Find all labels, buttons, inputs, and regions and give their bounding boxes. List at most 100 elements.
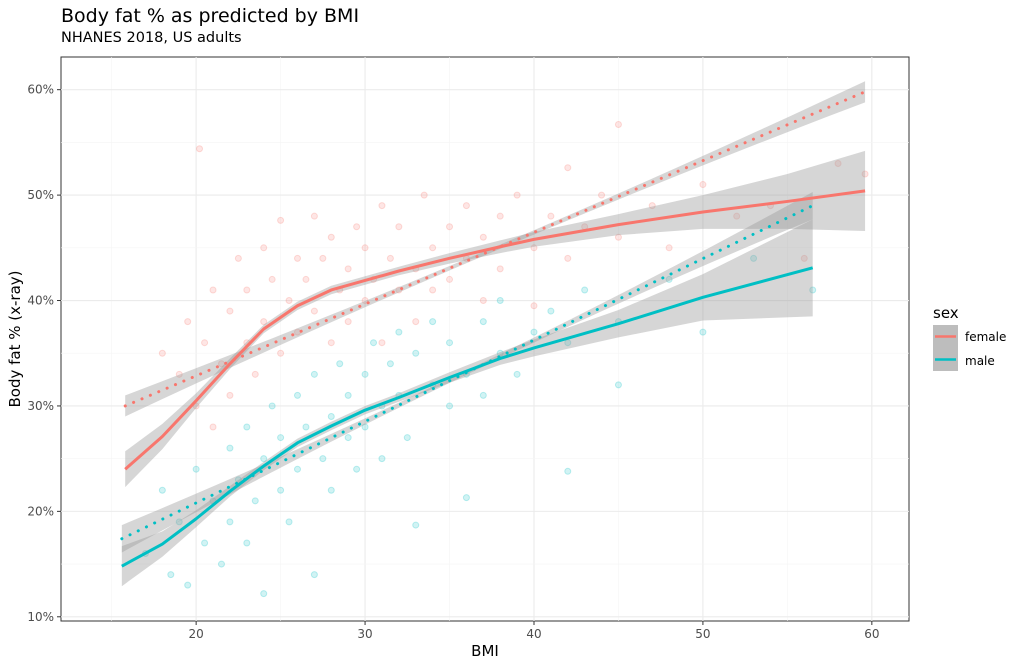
point-female [310, 212, 318, 220]
loess-fit-female [124, 189, 866, 471]
point-female [614, 120, 622, 128]
point-female [530, 244, 538, 252]
legend-label-male: male [965, 354, 995, 368]
point-female [353, 223, 361, 231]
point-female [479, 233, 487, 241]
point-male [378, 455, 386, 463]
point-female [462, 202, 470, 210]
point-male [251, 497, 259, 505]
point-male [268, 402, 276, 410]
point-female [310, 307, 318, 315]
point-female [378, 202, 386, 210]
point-male [234, 476, 242, 484]
point-male [302, 423, 310, 431]
point-male [260, 455, 268, 463]
point-male [319, 455, 327, 463]
x-tick-label: 30 [357, 627, 372, 641]
point-female [277, 349, 285, 357]
point-male [243, 423, 251, 431]
legend-label-female: female [965, 330, 1006, 344]
y-tick-label: 60% [27, 83, 54, 97]
point-female [378, 339, 386, 347]
point-male [167, 571, 175, 579]
point-female [361, 297, 369, 305]
point-male [581, 286, 589, 294]
point-female [319, 254, 327, 262]
point-female [251, 370, 259, 378]
point-female [175, 370, 183, 378]
point-female [386, 254, 394, 262]
point-female [196, 145, 204, 153]
point-male [496, 297, 504, 305]
point-male [175, 518, 183, 526]
x-tick-label: 20 [188, 627, 203, 641]
point-female [598, 191, 606, 199]
point-male [184, 581, 192, 589]
point-male [293, 465, 301, 473]
point-female [209, 286, 217, 294]
point-male [479, 391, 487, 399]
point-female [226, 307, 234, 315]
point-female [429, 244, 437, 252]
y-tick-label: 10% [27, 610, 54, 624]
point-female [496, 212, 504, 220]
point-female [420, 191, 428, 199]
point-male [462, 494, 470, 502]
x-axis-label: BMI [471, 642, 499, 660]
point-male [293, 391, 301, 399]
point-male [285, 518, 293, 526]
point-female [564, 254, 572, 262]
point-female [226, 391, 234, 399]
point-female [446, 275, 454, 283]
point-male [530, 328, 538, 336]
y-tick-label: 50% [27, 188, 54, 202]
point-female [243, 286, 251, 294]
point-female [327, 339, 335, 347]
point-male [395, 328, 403, 336]
point-male [336, 360, 344, 368]
legend: sex female male [933, 304, 1006, 371]
chart-title: Body fat % as predicted by BMI [61, 5, 360, 27]
point-female [268, 275, 276, 283]
point-male [201, 539, 209, 547]
loess-band-female [125, 150, 866, 488]
point-female [564, 164, 572, 172]
point-female [293, 254, 301, 262]
point-male [361, 423, 369, 431]
point-male [158, 486, 166, 494]
loess-fit-male [121, 266, 814, 568]
point-male [547, 307, 555, 315]
point-female [479, 297, 487, 305]
point-female [699, 181, 707, 189]
point-male [614, 381, 622, 389]
point-female [395, 223, 403, 231]
point-female [184, 318, 192, 326]
point-female [260, 244, 268, 252]
point-female [513, 191, 521, 199]
point-male [344, 434, 352, 442]
point-female [834, 159, 842, 167]
point-female [158, 349, 166, 357]
point-male [446, 339, 454, 347]
point-male [412, 349, 420, 357]
point-male [370, 339, 378, 347]
point-female [260, 318, 268, 326]
point-male [564, 467, 572, 475]
point-male [327, 412, 335, 420]
y-axis-label: Body fat % (x-ray) [6, 270, 24, 407]
point-male [327, 486, 335, 494]
point-female [201, 339, 209, 347]
point-male [412, 521, 420, 529]
point-female [861, 170, 869, 178]
point-male [750, 254, 758, 262]
y-tick-label: 30% [27, 399, 54, 413]
point-male [699, 328, 707, 336]
point-male [446, 402, 454, 410]
point-male [429, 318, 437, 326]
y-tick-label: 40% [27, 294, 54, 308]
point-male [344, 391, 352, 399]
point-female [234, 254, 242, 262]
point-male [192, 465, 200, 473]
